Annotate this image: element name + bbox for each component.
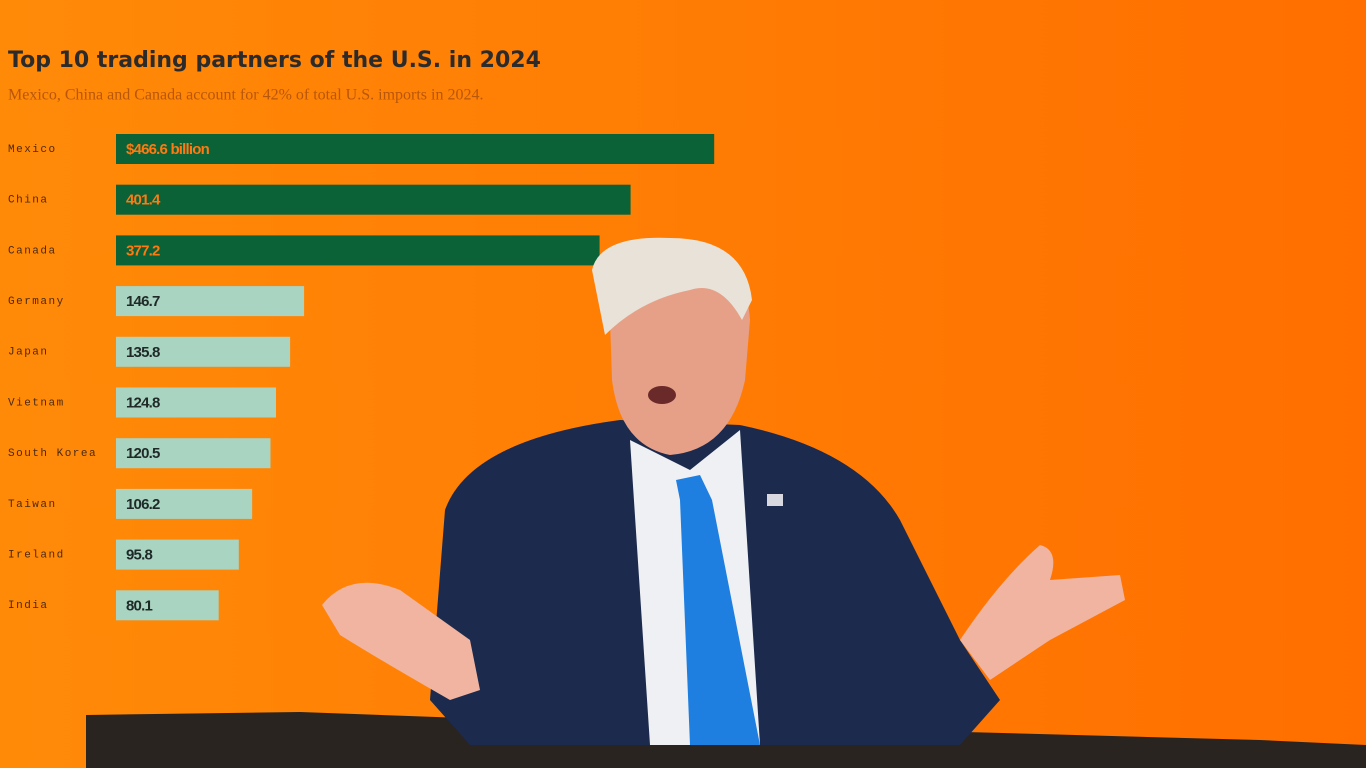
value-label: 146.7 [126,293,160,310]
value-label: 377.2 [126,242,160,259]
category-label: India [8,600,49,612]
category-label: Vietnam [8,397,65,409]
category-label: Ireland [8,550,65,562]
bar-group: Mexico $466.6 billion China 401.4 Canada 377.… [8,134,715,621]
bar [116,184,631,215]
bar [116,134,715,164]
value-label: 80.1 [126,597,152,614]
category-label: South Korea [8,448,97,460]
bar [116,336,291,367]
bar [116,438,271,469]
chart-title: Top 10 trading partners of the U.S. in 2… [8,48,541,73]
value-label: 95.8 [126,547,152,564]
bar [116,387,276,418]
value-label: 106.2 [126,496,160,513]
value-label: 135.8 [126,344,160,361]
bar [116,590,219,621]
category-label: Japan [8,347,49,359]
value-label: $466.6 billion [126,141,210,158]
value-label: 401.4 [126,192,161,209]
bar [116,488,253,519]
bar [116,286,305,317]
category-label: China [8,195,49,207]
category-label: Germany [8,296,65,308]
photo-overlay [86,237,1366,768]
bar [116,235,600,266]
value-label: 124.8 [126,394,160,411]
value-label: 120.5 [126,445,160,462]
category-label: Mexico [8,144,57,156]
category-label: Canada [8,245,57,257]
chart-subtitle: Mexico, China and Canada account for 42%… [8,87,483,104]
bar [116,539,239,570]
category-label: Taiwan [8,499,57,511]
